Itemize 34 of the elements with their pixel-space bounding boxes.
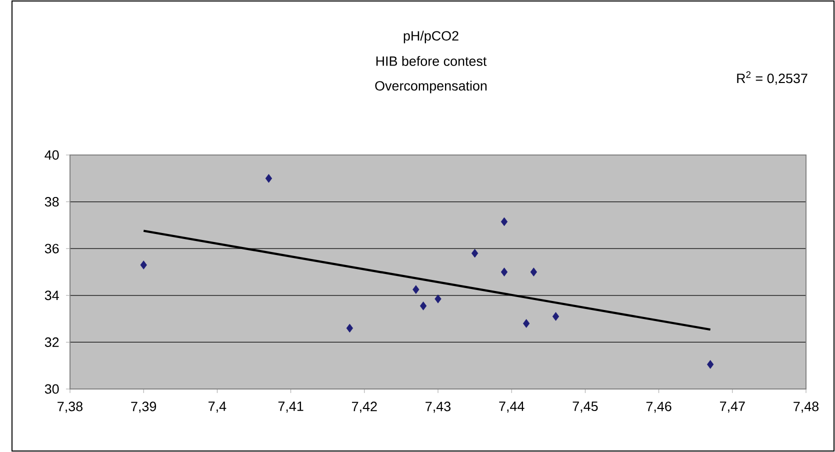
- point: [471, 248, 478, 258]
- y-tick-label: 38: [44, 197, 59, 207]
- y-tick-label: 30: [44, 384, 59, 394]
- text: R$^{2}$ = 0,2537: [737, 71, 808, 85]
- x-tick-label: 7,46: [646, 402, 672, 413]
- text: Overcompensation: [375, 80, 487, 94]
- y-tick-label: 36: [44, 244, 59, 254]
- point: [522, 319, 530, 328]
- y-tick-label: 34: [44, 290, 59, 300]
- point: [412, 285, 420, 294]
- point: [552, 312, 560, 321]
- y-tick-label: 32: [44, 337, 59, 347]
- chart-title: pH/pCO2: [404, 30, 458, 44]
- point: [530, 268, 538, 276]
- x-tick-label: 7,47: [720, 402, 745, 413]
- x-tick-label: 7,48: [794, 402, 819, 413]
- x-tick-label: 7,44: [499, 402, 524, 413]
- point: [420, 302, 427, 310]
- x-tick-label: 7,38: [58, 402, 82, 413]
- point: [500, 217, 508, 226]
- x-tick-label: 7,41: [278, 402, 304, 413]
- point: [346, 324, 354, 333]
- y-tick-label: 40: [44, 150, 59, 160]
- point: [500, 268, 508, 276]
- x-tick-label: 7,45: [572, 402, 598, 413]
- x-tick-label: 7,4: [208, 402, 226, 413]
- x-tick-label: 7,42: [352, 402, 377, 413]
- x-tick-label: 7,39: [131, 402, 156, 413]
- point: [706, 360, 714, 369]
- chart-subtitle: HIB before contest: [376, 56, 487, 66]
- point: [140, 260, 147, 270]
- point: [434, 294, 442, 304]
- x-tick-label: 7,43: [426, 402, 451, 413]
- point: [265, 174, 272, 183]
